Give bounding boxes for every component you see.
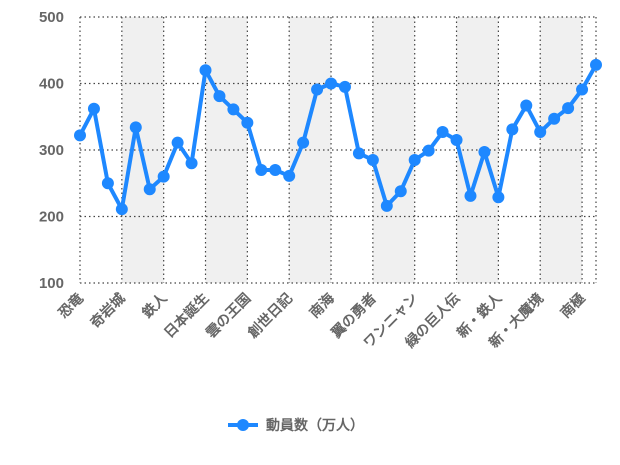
data-point[interactable] bbox=[394, 185, 407, 198]
band-shaded bbox=[372, 17, 415, 283]
data-point[interactable] bbox=[576, 83, 589, 96]
y-tick-label: 200 bbox=[39, 209, 64, 226]
x-tick-label: 南極 bbox=[557, 290, 589, 322]
data-point[interactable] bbox=[283, 169, 296, 182]
data-point[interactable] bbox=[115, 203, 128, 216]
data-point[interactable] bbox=[143, 183, 156, 196]
data-point[interactable] bbox=[325, 77, 338, 90]
y-axis-ticks: 100 200 300 400 500 bbox=[39, 9, 64, 292]
data-point[interactable] bbox=[87, 102, 100, 115]
legend[interactable]: 動員数（万人） bbox=[228, 417, 364, 434]
gridlines bbox=[79, 16, 597, 284]
x-tick-label: 創世日記 bbox=[244, 290, 296, 342]
data-point[interactable] bbox=[241, 116, 254, 129]
x-tick-label: 雲の王国 bbox=[203, 290, 255, 342]
y-tick-label: 400 bbox=[39, 76, 64, 93]
x-tick-label: 鉄人 bbox=[139, 289, 172, 322]
data-point[interactable] bbox=[157, 170, 170, 183]
y-tick-label: 300 bbox=[39, 142, 64, 159]
data-point[interactable] bbox=[380, 199, 393, 212]
data-point[interactable] bbox=[590, 58, 602, 71]
data-point[interactable] bbox=[269, 163, 282, 176]
data-point[interactable] bbox=[366, 153, 379, 166]
data-point[interactable] bbox=[352, 147, 365, 160]
band-shaded bbox=[205, 17, 248, 283]
data-point[interactable] bbox=[185, 157, 198, 170]
series-group bbox=[74, 58, 602, 216]
data-point[interactable] bbox=[199, 64, 212, 77]
data-point[interactable] bbox=[520, 99, 533, 112]
data-point[interactable] bbox=[464, 189, 477, 202]
data-point[interactable] bbox=[408, 153, 421, 166]
data-point[interactable] bbox=[129, 121, 142, 134]
data-point[interactable] bbox=[506, 123, 519, 136]
data-point[interactable] bbox=[492, 191, 505, 204]
data-point[interactable] bbox=[450, 134, 463, 147]
data-point[interactable] bbox=[534, 126, 547, 139]
data-point[interactable] bbox=[311, 83, 324, 96]
legend-label: 動員数（万人） bbox=[266, 417, 364, 434]
data-point[interactable] bbox=[227, 103, 240, 116]
data-point[interactable] bbox=[101, 177, 114, 190]
data-point[interactable] bbox=[548, 112, 561, 125]
data-point[interactable] bbox=[422, 144, 435, 157]
data-point[interactable] bbox=[297, 136, 310, 149]
legend-marker bbox=[237, 419, 249, 431]
data-point[interactable] bbox=[74, 129, 86, 142]
x-tick-label: 南海 bbox=[306, 290, 338, 322]
x-tick-label: 奇岩城 bbox=[87, 290, 129, 332]
data-point[interactable] bbox=[338, 80, 351, 93]
x-tick-label: 日本誕生 bbox=[161, 290, 213, 342]
series-line bbox=[78, 62, 598, 212]
data-point[interactable] bbox=[255, 163, 268, 176]
data-point[interactable] bbox=[213, 90, 226, 103]
x-tick-label: 恐竜 bbox=[55, 290, 87, 322]
data-point[interactable] bbox=[478, 145, 491, 158]
data-point[interactable] bbox=[171, 136, 184, 149]
y-tick-label: 100 bbox=[39, 275, 64, 292]
y-tick-label: 500 bbox=[39, 9, 64, 26]
data-point[interactable] bbox=[436, 126, 449, 139]
data-point[interactable] bbox=[562, 102, 575, 115]
band-light bbox=[498, 17, 541, 283]
